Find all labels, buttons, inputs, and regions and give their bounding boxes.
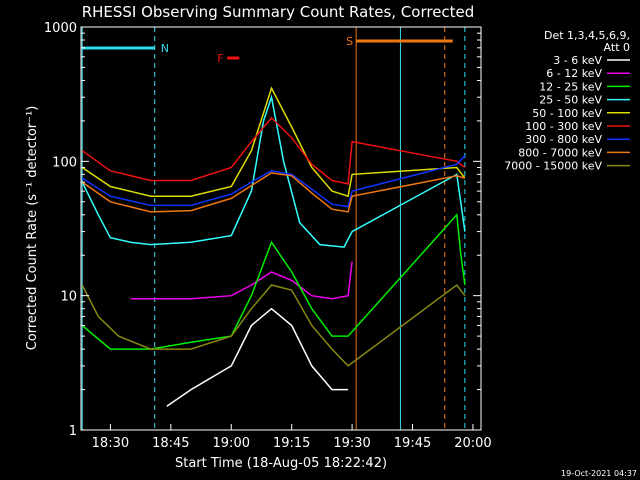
y-tick-label: 1000 — [44, 21, 77, 36]
plot-frame — [80, 26, 482, 431]
legend-label-4: 50 - 100 keV — [532, 107, 602, 120]
series-line-7 — [81, 172, 466, 213]
flag-label-S: S — [346, 35, 353, 48]
series-line-8 — [81, 283, 466, 367]
x-axis: 18:30 18:45 19:00 19:15 19:30 19:45 20:00 — [92, 424, 492, 451]
y-tick-label: 100 — [52, 155, 77, 170]
y-axis: 1 10 100 1000 — [44, 21, 481, 439]
legend-label-0: 3 - 6 keV — [553, 54, 602, 67]
flag-label-F: F — [217, 52, 223, 65]
x-tick-label: 20:00 — [454, 436, 491, 451]
flag-label-N: N — [161, 42, 169, 55]
legend-header-2: Att 0 — [604, 41, 630, 54]
x-tick-label: 19:00 — [213, 436, 250, 451]
legend-label-1: 6 - 12 keV — [546, 67, 602, 80]
series-line-3 — [81, 94, 466, 248]
legend-label-7: 800 - 7000 keV — [518, 146, 602, 159]
x-tick-label: 19:15 — [273, 436, 310, 451]
legend-label-2: 12 - 25 keV — [539, 80, 602, 93]
y-axis-label: Corrected Count Rate (s⁻¹ detector⁻¹) — [25, 106, 40, 351]
series-line-2 — [81, 213, 466, 350]
y-tick-label: 10 — [60, 290, 77, 305]
footer-timestamp: 19-Oct-2021 04:37 — [561, 469, 637, 478]
series-line-5 — [81, 116, 466, 185]
x-tick-label: 18:45 — [152, 436, 189, 451]
y-tick-label: 1 — [69, 424, 77, 439]
legend-label-6: 300 - 800 keV — [525, 133, 602, 146]
legend-label-8: 7000 - 15000 keV — [504, 160, 602, 173]
chart-title: RHESSI Observing Summary Count Rates, Co… — [82, 3, 475, 21]
plot-area: N F S — [81, 27, 466, 430]
legend-label-3: 25 - 50 keV — [539, 94, 602, 107]
x-tick-label: 19:45 — [394, 436, 431, 451]
legend-header-1: Det 1,3,4,5,6,9, — [544, 29, 630, 42]
series-line-1 — [130, 261, 353, 300]
legend-label-5: 100 - 300 keV — [525, 120, 602, 133]
x-axis-label: Start Time (18-Aug-05 18:22:42) — [175, 456, 387, 471]
series-line-0 — [166, 307, 349, 407]
series-line-6 — [81, 155, 466, 208]
x-tick-label: 18:30 — [92, 436, 129, 451]
x-tick-label: 19:30 — [333, 436, 370, 451]
series-line-4 — [81, 86, 466, 198]
